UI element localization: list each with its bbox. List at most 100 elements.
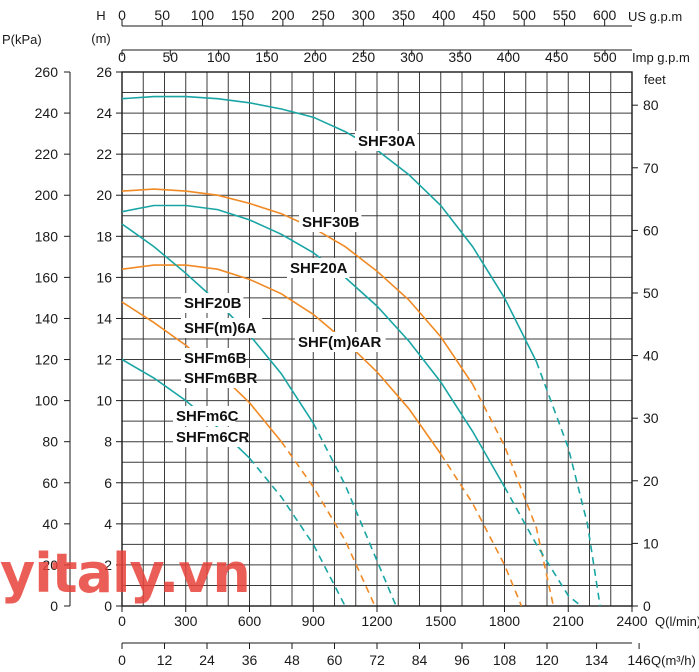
head-tick-label: 14 [96,310,112,326]
label-bg-shfm6br [181,368,253,388]
pressure-tick-label: 260 [35,64,59,80]
flow-lpm-tick-label: 1500 [425,613,456,629]
flow-m3h-tick-label: 0 [118,652,126,668]
pressure-tick-label: 60 [42,475,58,491]
curve-shf20a-dashed [503,486,582,607]
curve-label-shf20b: SHF20B [184,295,242,312]
flow-lpm-axis-title: Q(l/min) [655,614,699,629]
flow-lpm-tick-label: 2400 [616,613,647,629]
us-gpm-tick-label: 50 [154,7,170,23]
pressure-tick-label: 180 [35,228,59,244]
head-tick-label: 26 [96,64,112,80]
pressure-tick-label: 80 [42,434,58,450]
label-bg-shfm6cr [173,427,245,447]
flow-lpm-tick-label: 1200 [361,613,392,629]
label-bg-shf-m-6a [181,318,263,338]
imp-gpm-axis-title: Imp g.p.m [632,50,690,65]
pressure-tick-label: 40 [42,516,58,532]
us-gpm-tick-label: 300 [352,7,376,23]
flow-lpm-tick-label: 0 [118,613,126,629]
us-gpm-tick-label: 200 [271,7,295,23]
us-gpm-tick-label: 250 [311,7,335,23]
label-bg-shf30a [355,131,418,151]
head-axis-title: H [96,8,105,23]
flow-m3h-tick-label: 108 [493,652,517,668]
feet-tick-label: 80 [643,97,659,113]
us-gpm-tick-label: 600 [593,7,617,23]
curve-shf30b-solid [121,188,474,385]
head-tick-label: 10 [96,393,112,409]
feet-tick-label: 10 [643,535,659,551]
head-tick-label: 16 [96,269,112,285]
imp-gpm-tick-label: 350 [448,49,472,65]
head-tick-label: 0 [104,598,112,614]
head-tick-label: 24 [96,105,112,121]
head-tick-label: 6 [104,475,112,491]
label-bg-shfm6c [173,406,236,426]
us-gpm-tick-label: 550 [553,7,577,23]
feet-axis-title: feet [644,72,666,87]
pressure-axis-title: P(kPa) [2,32,42,47]
flow-lpm-tick-label: 300 [174,613,198,629]
label-bg-shf20b [181,293,244,313]
curve-label-shf30b: SHF30B [302,214,360,231]
head-tick-label: 20 [96,187,112,203]
feet-tick-label: 60 [643,222,659,238]
curve-label-shfm6cr: SHFm6CR [176,429,250,446]
us-gpm-tick-label: 450 [472,7,496,23]
us-gpm-tick-label: 100 [191,7,215,23]
pressure-tick-label: 220 [35,146,59,162]
flow-m3h-tick-label: 36 [242,652,258,668]
flow-m3h-tick-label: 60 [327,652,343,668]
imp-gpm-tick-label: 50 [163,49,179,65]
pressure-tick-label: 200 [35,187,59,203]
flow-lpm-tick-label: 900 [302,613,326,629]
flow-lpm-tick-label: 2100 [553,613,584,629]
imp-gpm-tick-label: 300 [400,49,424,65]
curve-shf-m-6a-dashed [312,422,397,607]
imp-gpm-tick-label: 450 [545,49,569,65]
head-tick-label: 18 [96,228,112,244]
curve-label-shfm6br: SHFm6BR [184,370,258,387]
head-tick-label: 8 [104,434,112,450]
pressure-tick-label: 140 [35,310,59,326]
feet-tick-label: 40 [643,348,659,364]
feet-tick-label: 0 [643,598,651,614]
feet-tick-label: 70 [643,160,659,176]
curve-shf20a-solid [121,204,506,488]
flow-m3h-tick-label: 134 [585,652,609,668]
head-tick-label: 12 [96,352,112,368]
curve-shf30b-dashed [471,383,555,607]
label-bg-shf20a [287,258,350,278]
flow-m3h-tick-label: 120 [535,652,559,668]
pressure-tick-label: 120 [35,352,59,368]
imp-gpm-tick-label: 200 [304,49,328,65]
curve-shfm6c-dashed [248,457,346,607]
feet-tick-label: 30 [643,410,659,426]
flow-m3h-tick-label: 146 [627,652,651,668]
imp-gpm-tick-label: 0 [118,49,126,65]
head-tick-label: 22 [96,146,112,162]
flow-m3h-axis-title: Q(m³/h) [651,653,696,668]
us-gpm-tick-label: 150 [231,7,255,23]
imp-gpm-tick-label: 100 [207,49,231,65]
us-gpm-tick-label: 500 [513,7,537,23]
imp-gpm-tick-label: 150 [255,49,279,65]
flow-m3h-tick-label: 12 [157,652,173,668]
label-bg-shf-m-6ar [295,332,386,352]
us-gpm-tick-label: 350 [392,7,416,23]
flow-m3h-tick-label: 48 [284,652,300,668]
imp-gpm-tick-label: 500 [593,49,617,65]
curve-label-shfm6c: SHFm6C [176,408,239,425]
head-tick-label: 2 [104,557,112,573]
flow-lpm-tick-label: 600 [238,613,262,629]
flow-m3h-tick-label: 72 [369,652,385,668]
us-gpm-axis-title: US g.p.m [628,9,682,24]
flow-m3h-tick-label: 24 [199,652,215,668]
pressure-tick-label: 160 [35,269,59,285]
label-bg-shf30b [299,212,362,232]
pressure-tick-label: 240 [35,105,59,121]
feet-tick-label: 50 [643,285,659,301]
feet-tick-label: 20 [643,473,659,489]
